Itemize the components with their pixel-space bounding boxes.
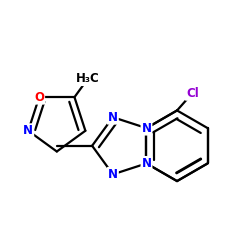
Text: N: N xyxy=(142,157,152,170)
Text: O: O xyxy=(34,91,44,104)
Text: N: N xyxy=(108,168,118,181)
Text: N: N xyxy=(108,111,118,124)
Text: Cl: Cl xyxy=(186,87,199,100)
Text: N: N xyxy=(142,122,152,134)
Text: N: N xyxy=(23,124,33,137)
Text: H₃C: H₃C xyxy=(76,72,100,85)
